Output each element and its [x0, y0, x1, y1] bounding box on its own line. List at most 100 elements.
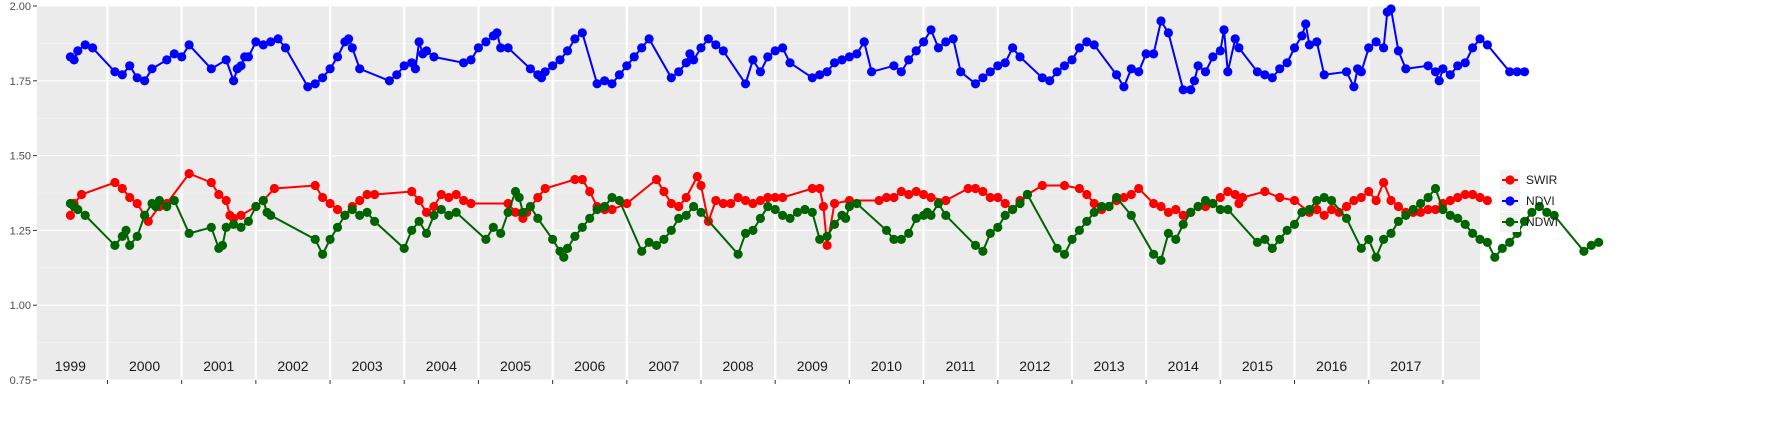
data-point-ndwi — [1327, 195, 1337, 206]
data-point-ndwi — [1059, 249, 1070, 259]
data-point-swir — [807, 183, 817, 194]
data-point-ndwi — [1089, 207, 1099, 217]
data-point-ndvi — [355, 64, 365, 74]
data-point-ndvi — [748, 55, 758, 65]
data-point-ndwi — [644, 237, 654, 247]
data-point-ndvi — [1230, 34, 1240, 44]
data-point-ndvi — [822, 67, 832, 77]
data-point-ndvi — [344, 34, 354, 44]
data-point-ndwi — [1549, 210, 1559, 220]
data-point-ndvi — [132, 73, 142, 83]
data-point-ndvi — [763, 52, 773, 62]
data-point-swir — [332, 204, 343, 215]
legend-item-swir: SWIR — [1500, 170, 1558, 190]
data-point-ndvi — [69, 55, 79, 65]
data-point-ndvi — [392, 70, 402, 80]
data-point-ndvi — [1156, 16, 1166, 26]
year-label: 2008 — [723, 358, 754, 374]
data-point-ndvi — [177, 52, 187, 62]
data-point-ndwi — [1052, 243, 1062, 253]
data-point-ndwi — [1275, 234, 1285, 244]
data-point-ndwi — [822, 231, 832, 241]
data-point-ndvi — [1059, 61, 1070, 71]
legend: SWIR NDVI NDWI — [1500, 170, 1558, 232]
data-point-swir — [1423, 204, 1433, 215]
data-point-swir — [1393, 201, 1403, 212]
data-point-ndwi — [206, 222, 216, 232]
data-point-ndwi — [1416, 198, 1426, 209]
data-point-swir — [310, 180, 320, 191]
legend-label: SWIR — [1526, 173, 1558, 187]
data-point-ndvi — [941, 37, 951, 47]
data-point-ndwi — [1097, 201, 1107, 212]
data-point-ndwi — [1200, 195, 1211, 206]
data-point-swir — [1230, 189, 1240, 200]
data-point-ndvi — [919, 37, 929, 47]
data-point-swir — [607, 204, 617, 215]
data-point-ndvi — [1371, 37, 1381, 47]
data-point-swir — [221, 195, 231, 206]
data-point-ndwi — [1082, 216, 1092, 226]
data-point-ndwi — [362, 207, 372, 217]
data-point-ndwi — [1408, 204, 1418, 215]
data-point-ndwi — [651, 240, 662, 250]
data-point-ndwi — [1215, 204, 1225, 215]
data-point-ndwi — [236, 222, 246, 232]
data-point-swir — [1260, 186, 1270, 197]
data-point-ndvi — [948, 34, 958, 44]
y-tick-label: 1.50 — [10, 151, 31, 163]
data-point-swir — [1356, 192, 1366, 203]
data-point-ndvi — [1234, 43, 1244, 53]
data-point-swir — [1327, 204, 1337, 215]
data-point-swir — [970, 183, 981, 194]
data-point-swir — [325, 198, 335, 209]
data-point-swir — [1275, 192, 1285, 203]
year-label: 2016 — [1316, 358, 1347, 374]
data-point-ndwi — [933, 198, 944, 209]
data-point-ndwi — [881, 225, 892, 235]
data-point-ndwi — [696, 207, 706, 217]
data-point-ndwi — [614, 195, 625, 206]
data-point-ndwi — [251, 201, 261, 212]
y-tick-label: 1.25 — [10, 225, 31, 237]
data-point-ndvi — [1301, 19, 1311, 29]
data-point-ndwi — [993, 222, 1003, 232]
data-point-swir — [985, 192, 995, 203]
data-point-swir — [718, 198, 728, 209]
data-point-ndwi — [325, 234, 335, 244]
data-point-ndwi — [592, 204, 602, 215]
series-line-ndwi — [69, 186, 1600, 263]
data-point-ndwi — [985, 228, 995, 238]
data-point-swir — [585, 186, 595, 197]
data-point-ndwi — [481, 234, 491, 244]
data-point-ndvi — [1505, 67, 1515, 77]
data-point-ndwi — [1304, 204, 1314, 215]
data-point-swir — [1059, 180, 1070, 191]
data-point-ndvi — [622, 61, 632, 71]
data-point-ndvi — [614, 70, 625, 80]
data-point-ndwi — [607, 192, 617, 203]
data-point-ndvi — [1000, 58, 1010, 68]
data-point-ndvi — [258, 40, 268, 50]
data-point-ndvi — [993, 61, 1003, 71]
data-point-ndvi — [666, 73, 676, 83]
data-point-ndwi — [132, 231, 142, 241]
data-point-ndwi — [689, 201, 699, 212]
data-point-ndwi — [637, 246, 647, 256]
data-point-ndvi — [807, 73, 817, 83]
data-point-swir — [236, 210, 246, 220]
data-point-swir — [510, 207, 521, 217]
data-point-ndvi — [221, 55, 231, 65]
data-point-ndvi — [1015, 52, 1025, 62]
data-point-ndvi — [1037, 73, 1047, 83]
data-point-swir — [125, 192, 135, 203]
data-point-swir — [429, 201, 439, 212]
data-point-ndvi — [778, 43, 788, 53]
data-point-swir — [269, 183, 279, 194]
y-axis: 0.75 1.00 1.25 1.50 1.75 2.00 — [10, 1, 37, 387]
data-point-ndvi — [740, 79, 751, 89]
year-label: 2010 — [871, 358, 902, 374]
data-point-swir — [1223, 186, 1233, 197]
data-point-ndvi — [904, 55, 914, 65]
data-point-ndwi — [1393, 216, 1403, 226]
